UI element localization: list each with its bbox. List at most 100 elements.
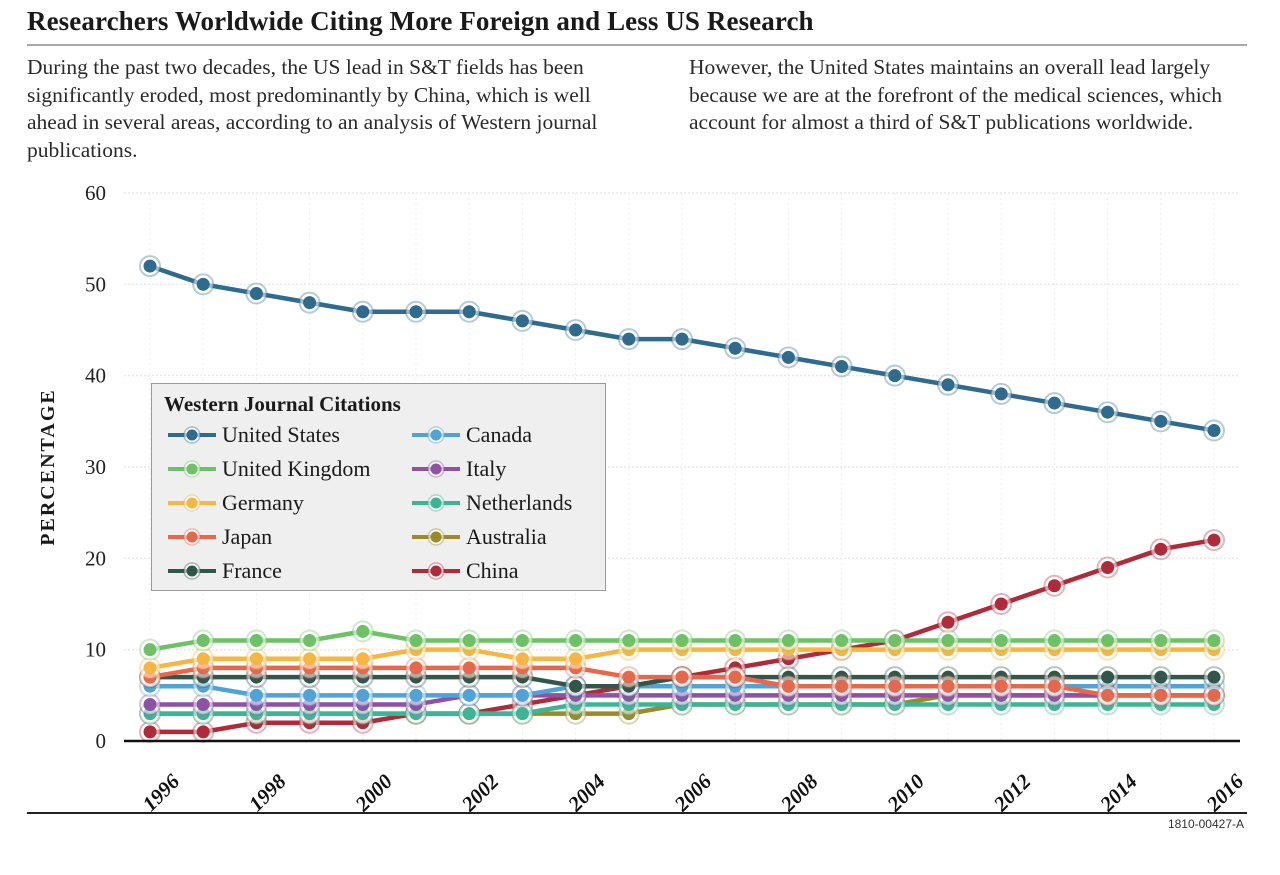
y-axis-ticks: 0 10 20 30 40 50 60	[85, 181, 106, 753]
legend-item-canada: Canada	[410, 420, 532, 450]
x-tick-label: 2000	[350, 769, 398, 817]
data-point	[1207, 670, 1221, 684]
data-point	[356, 652, 370, 666]
x-tick-label: 2010	[882, 769, 930, 817]
data-point	[515, 652, 529, 666]
x-axis-ticks: 1996 1998 2000 2002 2004 2006 2008 2010 2012 2014…	[138, 769, 1249, 817]
data-point	[409, 305, 423, 319]
y-axis-label: PERCENTAGE	[37, 388, 59, 545]
data-point	[835, 634, 849, 648]
series-united-kingdom	[139, 620, 1225, 661]
data-point	[622, 670, 636, 684]
y-tick-label: 60	[85, 181, 106, 205]
data-point	[675, 670, 689, 684]
data-point	[569, 679, 583, 693]
data-point	[409, 661, 423, 675]
data-point	[941, 634, 955, 648]
data-point	[356, 305, 370, 319]
data-point	[143, 643, 157, 657]
data-point	[462, 688, 476, 702]
legend-marker-icon	[168, 528, 216, 546]
data-point	[675, 332, 689, 346]
data-point	[888, 369, 902, 383]
data-point	[515, 634, 529, 648]
legend-label: Japan	[222, 524, 273, 549]
x-tick-label: 2004	[562, 769, 609, 816]
data-point	[249, 286, 263, 300]
data-point	[1101, 634, 1115, 648]
data-point	[249, 652, 263, 666]
data-point	[515, 314, 529, 328]
data-point	[888, 679, 902, 693]
footer-divider	[27, 812, 1247, 814]
data-point	[1047, 579, 1061, 593]
data-point	[728, 341, 742, 355]
data-point	[356, 688, 370, 702]
data-point	[941, 615, 955, 629]
data-point	[994, 597, 1008, 611]
data-point	[462, 661, 476, 675]
y-tick-label: 40	[85, 364, 106, 388]
data-point	[569, 323, 583, 337]
legend-marker-icon	[412, 494, 460, 512]
data-point	[728, 634, 742, 648]
legend-label: Australia	[466, 524, 547, 549]
legend-label: United States	[222, 422, 340, 447]
legend-item-united-kingdom: United Kingdom	[166, 454, 371, 484]
legend-label: France	[222, 558, 282, 583]
data-point	[356, 624, 370, 638]
data-point	[249, 634, 263, 648]
data-point	[941, 679, 955, 693]
data-point	[569, 652, 583, 666]
figure-id: 1810-00427-A	[1167, 817, 1244, 831]
x-tick-label: 2006	[669, 769, 717, 817]
legend-marker-icon	[412, 562, 460, 580]
data-point	[888, 634, 902, 648]
data-point	[835, 679, 849, 693]
legend-marker-icon	[168, 494, 216, 512]
series-lines	[139, 255, 1225, 743]
data-point	[622, 634, 636, 648]
data-point	[994, 387, 1008, 401]
data-point	[1207, 634, 1221, 648]
y-tick-label: 0	[96, 729, 107, 753]
chart-title: Researchers Worldwide Citing More Foreig…	[27, 6, 814, 36]
data-point	[515, 688, 529, 702]
y-tick-label: 30	[85, 455, 106, 479]
data-point	[196, 277, 210, 291]
x-tick-label: 2002	[456, 769, 504, 817]
data-point	[196, 725, 210, 739]
data-point	[941, 378, 955, 392]
legend-label: China	[466, 558, 519, 583]
y-tick-label: 50	[85, 272, 106, 296]
data-point	[249, 688, 263, 702]
legend-title: Western Journal Citations	[164, 392, 401, 416]
series-united-states	[139, 255, 1225, 442]
legend-marker-icon	[412, 460, 460, 478]
legend-item-japan: Japan	[166, 522, 272, 552]
legend-item-germany: Germany	[166, 488, 304, 518]
data-point	[1047, 634, 1061, 648]
data-point	[622, 332, 636, 346]
data-point	[303, 634, 317, 648]
data-point	[303, 688, 317, 702]
data-point	[409, 688, 423, 702]
data-point	[196, 697, 210, 711]
data-point	[994, 634, 1008, 648]
legend-label: Canada	[466, 422, 532, 447]
x-tick-label: 1998	[244, 769, 291, 816]
legend-marker-icon	[168, 460, 216, 478]
data-point	[675, 634, 689, 648]
legend-label: Netherlands	[466, 490, 573, 515]
data-point	[781, 634, 795, 648]
data-point	[409, 634, 423, 648]
legend-item-china: China	[410, 556, 519, 586]
data-point	[835, 360, 849, 374]
legend-label: Italy	[466, 456, 507, 481]
data-point	[1207, 688, 1221, 702]
data-point	[303, 296, 317, 310]
legend-marker-icon	[168, 562, 216, 580]
data-point	[303, 652, 317, 666]
data-point	[1101, 560, 1115, 574]
